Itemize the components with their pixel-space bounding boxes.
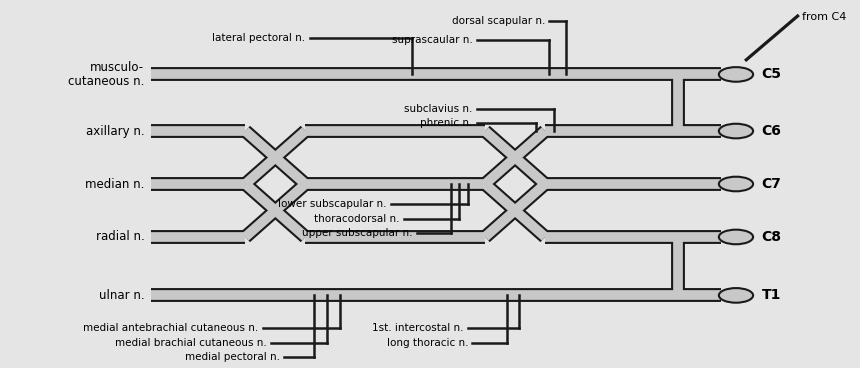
Text: axillary n.: axillary n. bbox=[86, 124, 144, 138]
Text: C5: C5 bbox=[762, 67, 782, 81]
Text: medial pectoral n.: medial pectoral n. bbox=[185, 353, 280, 362]
Text: subclavius n.: subclavius n. bbox=[404, 104, 472, 114]
Text: upper subscapular n.: upper subscapular n. bbox=[302, 228, 412, 238]
Text: thoracodorsal n.: thoracodorsal n. bbox=[314, 214, 400, 224]
Text: dorsal scapular n.: dorsal scapular n. bbox=[452, 17, 545, 26]
Text: lower subscapular n.: lower subscapular n. bbox=[278, 199, 387, 209]
Text: from C4: from C4 bbox=[802, 12, 846, 22]
Text: musculo-
cutaneous n.: musculo- cutaneous n. bbox=[68, 61, 144, 88]
Circle shape bbox=[719, 288, 753, 303]
Text: median n.: median n. bbox=[85, 177, 144, 191]
Text: ulnar n.: ulnar n. bbox=[99, 289, 144, 302]
Text: long thoracic n.: long thoracic n. bbox=[386, 338, 468, 348]
Circle shape bbox=[719, 67, 753, 82]
Text: C8: C8 bbox=[762, 230, 782, 244]
Text: C6: C6 bbox=[762, 124, 782, 138]
Circle shape bbox=[719, 124, 753, 138]
Text: medial antebrachial cutaneous n.: medial antebrachial cutaneous n. bbox=[83, 323, 258, 333]
Text: lateral pectoral n.: lateral pectoral n. bbox=[212, 33, 305, 43]
Text: T1: T1 bbox=[762, 289, 781, 302]
Text: radial n.: radial n. bbox=[95, 230, 144, 244]
Text: 1st. intercostal n.: 1st. intercostal n. bbox=[372, 323, 464, 333]
Text: phrenic n.: phrenic n. bbox=[420, 118, 472, 128]
Circle shape bbox=[719, 230, 753, 244]
Circle shape bbox=[719, 177, 753, 191]
Text: medial brachial cutaneous n.: medial brachial cutaneous n. bbox=[115, 338, 267, 348]
Text: suprascaular n.: suprascaular n. bbox=[391, 35, 472, 45]
Text: C7: C7 bbox=[762, 177, 782, 191]
